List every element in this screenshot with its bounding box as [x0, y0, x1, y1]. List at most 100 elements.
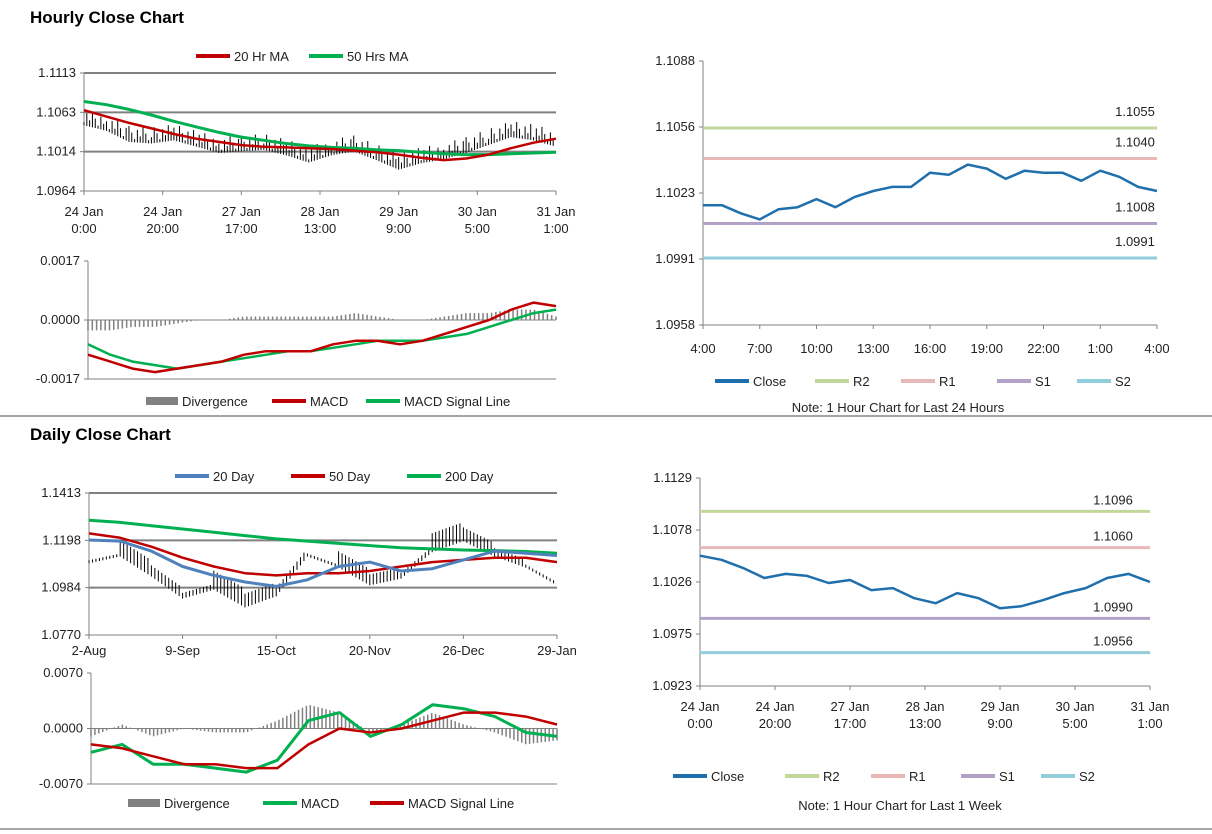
chart-note: Note: 1 Hour Chart for Last 1 Week	[798, 798, 1002, 813]
x-tick-label: 0:00	[687, 716, 712, 731]
x-tick-label: 26-Dec	[442, 643, 484, 658]
legend-label: S2	[1079, 769, 1095, 784]
x-tick-label: 24 Jan	[64, 204, 103, 219]
y-tick-label: 1.1413	[41, 485, 81, 500]
legend-label: S2	[1115, 374, 1131, 389]
x-tick-label: 30 Jan	[1055, 699, 1094, 714]
x-tick-label: 29 Jan	[379, 204, 418, 219]
x-tick-label: 20:00	[759, 716, 792, 731]
level-label: 1.1008	[1115, 199, 1155, 214]
x-tick-label: 15-Oct	[257, 643, 296, 658]
y-tick-label: 1.1078	[652, 522, 692, 537]
level-label: 1.1040	[1115, 134, 1155, 149]
y-tick-label: 1.1056	[655, 119, 695, 134]
legend-label: Divergence	[182, 394, 248, 409]
x-tick-label: 29-Jan	[537, 643, 577, 658]
level-label: 1.1096	[1093, 492, 1133, 507]
legend-label: S1	[1035, 374, 1051, 389]
x-tick-label: 27 Jan	[222, 204, 261, 219]
legend-label: Close	[753, 374, 786, 389]
y-tick-label: 1.0958	[655, 317, 695, 332]
x-tick-label: 28 Jan	[300, 204, 339, 219]
x-tick-label: 31 Jan	[1130, 699, 1169, 714]
x-tick-label: 13:00	[909, 716, 942, 731]
legend-label: Divergence	[164, 796, 230, 811]
y-tick-label: 1.1063	[36, 104, 76, 119]
x-tick-label: 4:00	[1144, 341, 1169, 356]
x-tick-label: 13:00	[304, 221, 337, 236]
ma-200day-line	[88, 518, 558, 555]
legend-label: MACD Signal Line	[408, 796, 514, 811]
y-tick-label: -0.0017	[36, 371, 80, 386]
chart-note: Note: 1 Hour Chart for Last 24 Hours	[792, 400, 1005, 415]
x-tick-label: 4:00	[690, 341, 715, 356]
y-tick-label: 0.0070	[43, 665, 83, 680]
level-label: 1.0956	[1093, 634, 1133, 649]
y-tick-label: 1.1088	[655, 53, 695, 68]
y-tick-label: 1.1198	[42, 532, 81, 547]
x-tick-label: 7:00	[747, 341, 772, 356]
x-tick-label: 24 Jan	[755, 699, 794, 714]
y-tick-label: 1.0991	[655, 251, 695, 266]
legend-swatch	[128, 799, 160, 807]
level-label: 1.1055	[1115, 104, 1155, 119]
legend-label: R2	[823, 769, 840, 784]
y-tick-label: 1.1023	[655, 185, 695, 200]
x-tick-label: 0:00	[71, 221, 96, 236]
level-label: 1.1060	[1093, 529, 1133, 544]
x-tick-label: 20:00	[146, 221, 179, 236]
close-line	[703, 163, 1158, 221]
x-tick-label: 5:00	[1062, 716, 1087, 731]
level-label: 1.0990	[1093, 599, 1133, 614]
bottom-divider	[0, 828, 1212, 830]
x-tick-label: 9:00	[386, 221, 411, 236]
y-tick-label: 1.1113	[38, 65, 76, 80]
y-tick-label: 1.0923	[652, 678, 692, 693]
y-tick-label: 1.1026	[652, 574, 692, 589]
x-tick-label: 10:00	[800, 341, 833, 356]
y-tick-label: 0.0017	[40, 253, 80, 268]
daily-section-title: Daily Close Chart	[30, 425, 171, 444]
x-tick-label: 24 Jan	[680, 699, 719, 714]
y-tick-label: -0.0070	[39, 776, 83, 791]
x-tick-label: 28 Jan	[905, 699, 944, 714]
section-divider	[0, 415, 1212, 417]
x-tick-label: 17:00	[225, 221, 258, 236]
x-tick-label: 13:00	[857, 341, 890, 356]
y-tick-label: 1.0770	[41, 627, 81, 642]
legend-label: MACD	[301, 796, 339, 811]
y-tick-label: 1.0964	[36, 183, 76, 198]
ma-20day-line	[88, 538, 558, 588]
x-tick-label: 9-Sep	[165, 643, 200, 658]
x-tick-label: 24 Jan	[143, 204, 182, 219]
x-tick-label: 5:00	[465, 221, 490, 236]
legend-label: 20 Day	[213, 469, 255, 484]
y-tick-label: 1.0984	[41, 580, 81, 595]
ma-20hr-line	[83, 108, 557, 162]
x-tick-label: 27 Jan	[830, 699, 869, 714]
legend-label: 50 Hrs MA	[347, 49, 409, 64]
x-tick-label: 1:00	[543, 221, 568, 236]
legend-label: 200 Day	[445, 469, 494, 484]
x-tick-label: 19:00	[970, 341, 1003, 356]
x-tick-label: 2-Aug	[72, 643, 107, 658]
legend-label: R1	[909, 769, 926, 784]
legend-label: 50 Day	[329, 469, 371, 484]
x-tick-label: 17:00	[834, 716, 867, 731]
x-tick-label: 16:00	[914, 341, 947, 356]
y-tick-label: 0.0000	[40, 312, 80, 327]
legend-label: MACD	[310, 394, 348, 409]
legend-label: MACD Signal Line	[404, 394, 510, 409]
x-tick-label: 29 Jan	[980, 699, 1019, 714]
legend-swatch	[146, 397, 178, 405]
legend-label: S1	[999, 769, 1015, 784]
x-tick-label: 1:00	[1088, 341, 1113, 356]
x-tick-label: 9:00	[987, 716, 1012, 731]
y-tick-label: 0.0000	[43, 721, 83, 736]
x-tick-label: 1:00	[1137, 716, 1162, 731]
macd-signal-line	[87, 308, 557, 370]
legend-label: 20 Hr MA	[234, 49, 289, 64]
x-tick-label: 30 Jan	[458, 204, 497, 219]
level-label: 1.0991	[1115, 234, 1155, 249]
